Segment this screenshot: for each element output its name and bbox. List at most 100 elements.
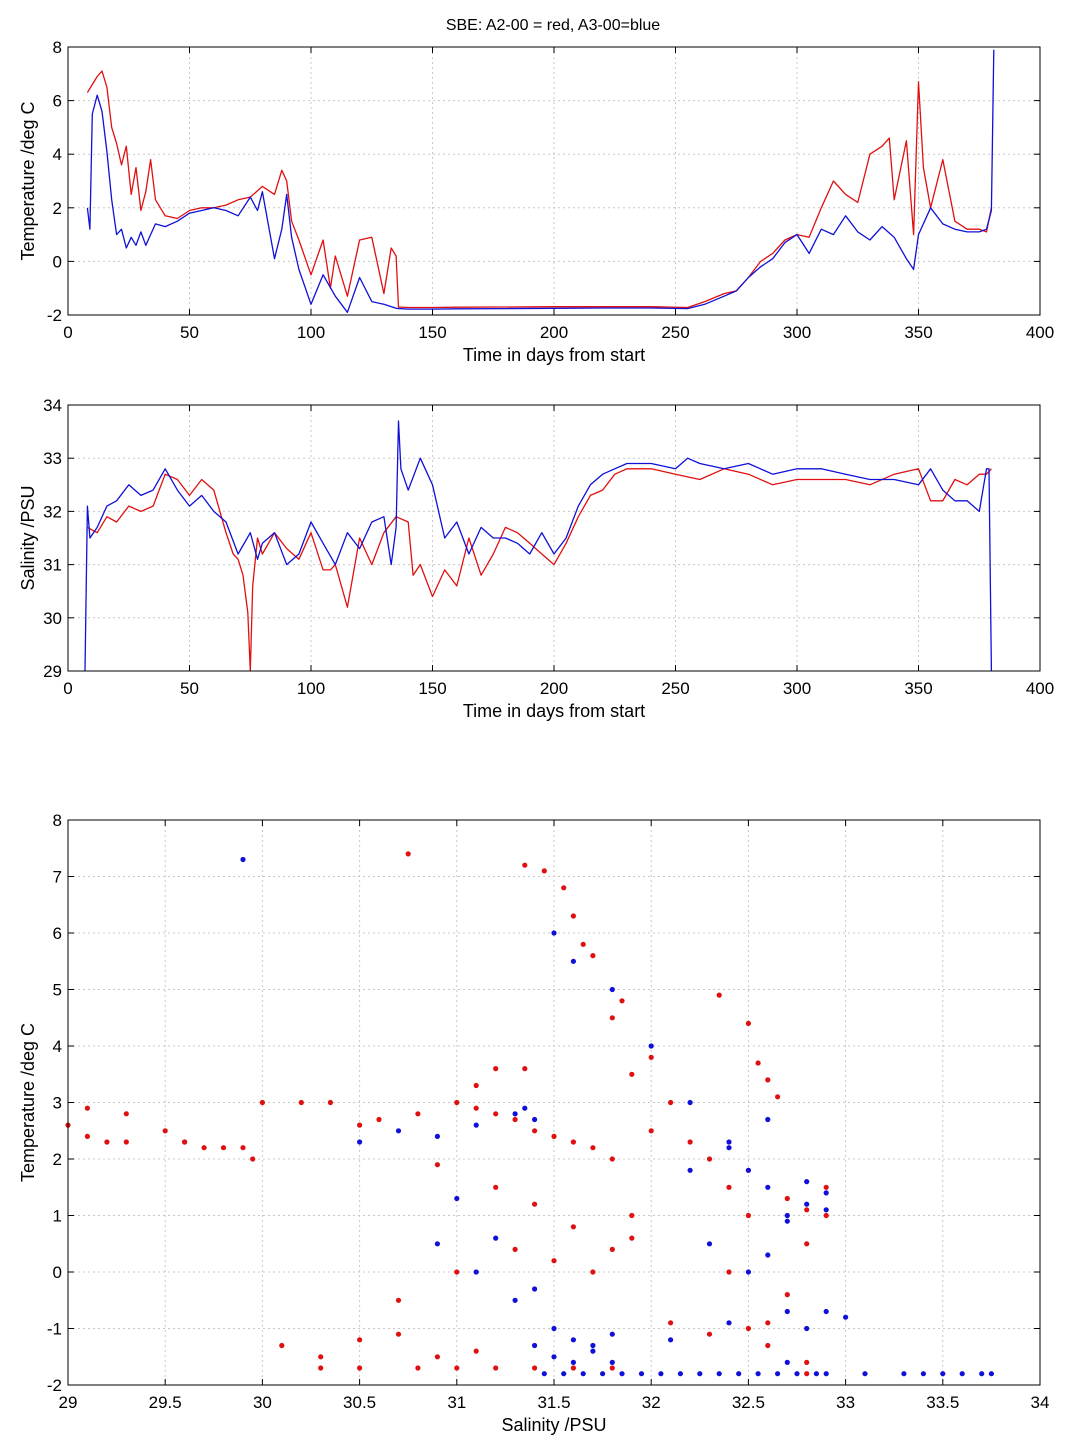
series-points-red bbox=[65, 851, 829, 1377]
scatter-point bbox=[522, 1066, 528, 1072]
y-axis-label: Temperature /deg C bbox=[18, 1023, 38, 1182]
scatter-point bbox=[804, 1359, 810, 1365]
scatter-point bbox=[629, 1071, 635, 1077]
y-tick-label: 7 bbox=[53, 868, 62, 887]
scatter-point bbox=[551, 1325, 557, 1332]
scatter-point bbox=[619, 1371, 625, 1377]
scatter-point bbox=[765, 1342, 771, 1349]
scatter-point bbox=[561, 885, 567, 891]
x-tick-label: 200 bbox=[540, 323, 568, 342]
scatter-point bbox=[570, 1365, 577, 1371]
scatter-point bbox=[794, 1371, 800, 1377]
scatter-point bbox=[745, 1020, 752, 1026]
scatter-point bbox=[250, 1156, 256, 1162]
series-line-blue bbox=[86, 49, 995, 313]
x-tick-label: 400 bbox=[1026, 323, 1054, 342]
scatter-point bbox=[162, 1128, 168, 1134]
scatter-point bbox=[609, 1365, 615, 1371]
scatter-point bbox=[784, 1212, 790, 1219]
scatter-point bbox=[473, 1122, 479, 1128]
scatter-point bbox=[804, 1207, 810, 1213]
x-tick-label: 31.5 bbox=[537, 1393, 570, 1412]
scatter-point bbox=[512, 1116, 518, 1123]
scatter-point bbox=[648, 1054, 654, 1060]
scatter-point bbox=[590, 1342, 596, 1349]
scatter-point bbox=[590, 953, 596, 959]
scatter-point bbox=[532, 1116, 538, 1123]
scatter-point bbox=[590, 1145, 596, 1151]
scatter-point bbox=[629, 1212, 635, 1219]
scatter-point bbox=[745, 1212, 752, 1219]
scatter-point bbox=[454, 1269, 460, 1275]
scatter-point bbox=[609, 1359, 615, 1365]
scatter-point bbox=[813, 1371, 820, 1377]
x-tick-label: 250 bbox=[661, 679, 689, 698]
y-tick-label: 0 bbox=[53, 252, 62, 271]
scatter-point bbox=[318, 1354, 324, 1360]
scatter-point bbox=[823, 1190, 829, 1196]
x-tick-label: 200 bbox=[540, 679, 568, 698]
scatter-point bbox=[551, 1258, 557, 1264]
scatter-point bbox=[395, 1128, 402, 1134]
scatter-point bbox=[512, 1246, 518, 1252]
scatter-point bbox=[561, 1371, 567, 1377]
scatter-point bbox=[988, 1371, 995, 1377]
scatter-point bbox=[532, 1201, 538, 1207]
scatter-point bbox=[473, 1082, 479, 1089]
scatter-point bbox=[736, 1371, 742, 1377]
scatter-point bbox=[629, 1235, 635, 1241]
scatter-point bbox=[220, 1145, 227, 1151]
scatter-point bbox=[775, 1371, 781, 1377]
scatter-point bbox=[940, 1371, 946, 1377]
scatter-point bbox=[609, 1015, 615, 1021]
x-tick-label: 0 bbox=[63, 323, 72, 342]
axes-frame bbox=[67, 404, 1041, 672]
scatter-point bbox=[415, 1365, 421, 1371]
scatter-point bbox=[726, 1269, 732, 1275]
scatter-point bbox=[755, 1060, 761, 1066]
scatter-point bbox=[590, 1348, 596, 1354]
scatter-point bbox=[104, 1139, 110, 1145]
y-tick-label: 32 bbox=[43, 502, 62, 521]
scatter-point bbox=[493, 1111, 499, 1117]
scatter-point bbox=[804, 1179, 810, 1185]
scatter-point bbox=[619, 998, 625, 1004]
scatter-point bbox=[570, 1337, 577, 1343]
scatter-point bbox=[775, 1094, 781, 1100]
y-tick-label: 4 bbox=[53, 1037, 62, 1056]
scatter-point bbox=[454, 1099, 460, 1106]
scatter-point bbox=[580, 1371, 586, 1377]
scatter-point bbox=[532, 1342, 538, 1349]
scatter-point bbox=[638, 1371, 645, 1377]
x-tick-label: 0 bbox=[63, 679, 72, 698]
scatter-point bbox=[687, 1167, 693, 1173]
scatter-point bbox=[357, 1139, 363, 1145]
x-tick-label: 150 bbox=[418, 323, 446, 342]
scatter-point bbox=[434, 1354, 440, 1360]
scatter-point bbox=[84, 1105, 90, 1111]
scatter-point bbox=[687, 1099, 693, 1106]
scatter-point bbox=[240, 856, 246, 863]
scatter-point bbox=[959, 1371, 965, 1377]
y-tick-label: 5 bbox=[53, 981, 62, 1000]
scatter-point bbox=[901, 1371, 907, 1377]
scatter-point bbox=[687, 1139, 693, 1145]
scatter-point bbox=[570, 1224, 577, 1230]
scatter-point bbox=[434, 1133, 440, 1139]
x-tick-label: 250 bbox=[661, 323, 689, 342]
scatter-point bbox=[240, 1145, 246, 1151]
scatter-point bbox=[532, 1128, 538, 1134]
scatter-point bbox=[726, 1145, 732, 1151]
x-tick-label: 400 bbox=[1026, 679, 1054, 698]
scatter-point bbox=[123, 1139, 129, 1145]
scatter-point bbox=[279, 1342, 285, 1349]
axes-frame bbox=[67, 46, 1041, 316]
y-tick-label: 30 bbox=[43, 609, 62, 628]
y-tick-label: 6 bbox=[53, 924, 62, 943]
x-tick-label: 300 bbox=[783, 679, 811, 698]
scatter-point bbox=[804, 1241, 810, 1247]
y-axis-label: Temperature /deg C bbox=[18, 101, 38, 260]
scatter-point bbox=[541, 1371, 547, 1377]
scatter-point bbox=[327, 1099, 333, 1106]
